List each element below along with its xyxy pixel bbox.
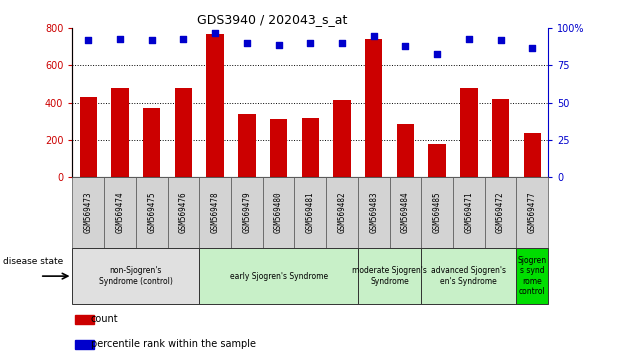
Text: GSM569482: GSM569482: [338, 192, 346, 233]
Bar: [263, 177, 294, 248]
Text: GSM569481: GSM569481: [306, 192, 315, 233]
Bar: [294, 177, 326, 248]
Point: [178, 36, 188, 41]
Bar: [79, 97, 97, 177]
Bar: [428, 144, 446, 177]
Text: disease state: disease state: [3, 257, 64, 267]
Point: [401, 43, 411, 49]
Bar: [421, 177, 453, 248]
Text: advanced Sjogren's
en's Syndrome: advanced Sjogren's en's Syndrome: [432, 267, 507, 286]
Text: GSM569485: GSM569485: [433, 192, 442, 233]
Text: GSM569475: GSM569475: [147, 192, 156, 233]
Bar: [453, 177, 484, 248]
Bar: [207, 34, 224, 177]
Title: GDS3940 / 202043_s_at: GDS3940 / 202043_s_at: [197, 13, 347, 26]
Text: GSM569473: GSM569473: [84, 192, 93, 233]
Text: GSM569471: GSM569471: [464, 192, 473, 233]
Text: moderate Sjogren's
Syndrome: moderate Sjogren's Syndrome: [352, 267, 427, 286]
Bar: [492, 99, 509, 177]
Point: [242, 40, 252, 46]
Bar: [358, 177, 389, 248]
Bar: [524, 133, 541, 177]
Bar: [421, 248, 517, 304]
Point: [464, 36, 474, 41]
Point: [495, 38, 505, 43]
Bar: [72, 177, 104, 248]
Bar: [136, 177, 168, 248]
Text: GSM569484: GSM569484: [401, 192, 410, 233]
Bar: [199, 177, 231, 248]
Point: [432, 51, 442, 56]
Point: [83, 38, 93, 43]
Bar: [302, 119, 319, 177]
Text: GSM569483: GSM569483: [369, 192, 378, 233]
Bar: [238, 114, 256, 177]
Text: GSM569479: GSM569479: [243, 192, 251, 233]
Text: GSM569480: GSM569480: [274, 192, 283, 233]
Bar: [168, 177, 199, 248]
Text: GSM569472: GSM569472: [496, 192, 505, 233]
Text: GSM569474: GSM569474: [115, 192, 125, 233]
Point: [337, 40, 347, 46]
Text: early Sjogren's Syndrome: early Sjogren's Syndrome: [229, 272, 328, 281]
Bar: [143, 108, 161, 177]
Text: percentile rank within the sample: percentile rank within the sample: [91, 339, 256, 349]
Bar: [397, 124, 414, 177]
Point: [115, 36, 125, 41]
Text: Sjogren
s synd
rome
control: Sjogren s synd rome control: [518, 256, 547, 296]
Bar: [333, 100, 351, 177]
Bar: [460, 88, 478, 177]
Bar: [75, 315, 94, 324]
Bar: [365, 40, 382, 177]
Bar: [517, 248, 548, 304]
Bar: [72, 248, 199, 304]
Text: GSM569478: GSM569478: [210, 192, 220, 233]
Bar: [389, 177, 421, 248]
Bar: [75, 339, 94, 349]
Bar: [484, 177, 517, 248]
Bar: [358, 248, 421, 304]
Bar: [104, 177, 136, 248]
Bar: [175, 88, 192, 177]
Text: GSM569477: GSM569477: [528, 192, 537, 233]
Point: [305, 40, 315, 46]
Point: [147, 38, 157, 43]
Bar: [199, 248, 358, 304]
Bar: [326, 177, 358, 248]
Bar: [112, 88, 129, 177]
Point: [369, 33, 379, 39]
Text: non-Sjogren's
Syndrome (control): non-Sjogren's Syndrome (control): [99, 267, 173, 286]
Point: [210, 30, 220, 36]
Text: GSM569476: GSM569476: [179, 192, 188, 233]
Bar: [270, 119, 287, 177]
Text: count: count: [91, 314, 118, 324]
Bar: [231, 177, 263, 248]
Bar: [517, 177, 548, 248]
Point: [273, 42, 284, 47]
Point: [527, 45, 537, 51]
